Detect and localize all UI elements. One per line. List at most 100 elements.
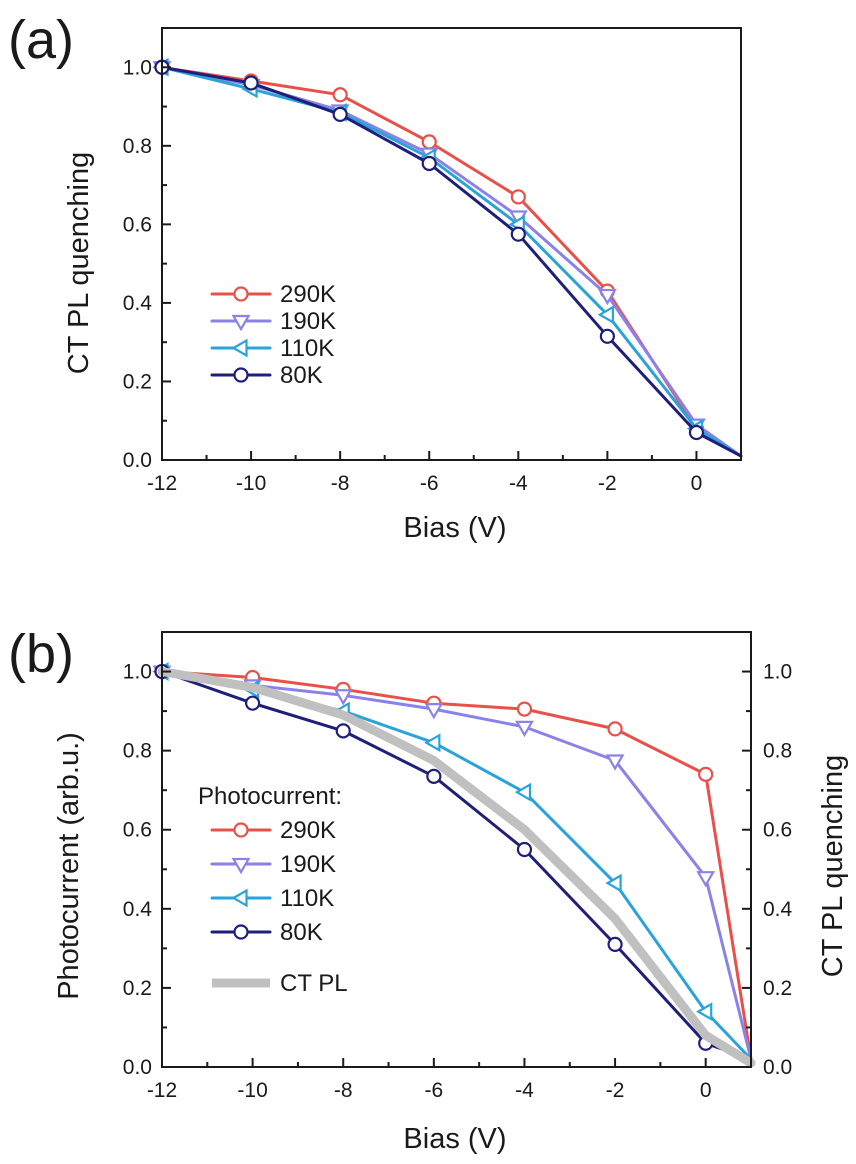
panel-b-y-tick-label: 0.4	[123, 898, 153, 921]
panel-b-legend-label-80k: 80K	[280, 919, 323, 946]
panel-a-plot-area: -12 -10 -8 -6 -4 -2 0 0.0 0.2 0.4 0.6 0.8 1.0	[123, 27, 743, 495]
panel-a-y-axis-title: CT PL quenching	[63, 152, 95, 374]
panel-a-legend-label-80k: 80K	[280, 362, 323, 389]
panel-a-data-point-80k-3	[421, 155, 437, 172]
panel-b-data-point-190k-5	[605, 754, 625, 771]
panel-b-frame	[161, 631, 752, 1068]
panel-a-legend-marker-80k	[233, 367, 249, 383]
panel-b-y-axis-title: Photocurrent (arb.u.)	[53, 732, 85, 1000]
panel-a-data-point-190k-5	[597, 288, 617, 306]
panel-b-x-tick-label: -6	[425, 1079, 444, 1102]
panel-a-y-tick-label: 1.0	[123, 56, 152, 79]
panel-a-label: (a)	[8, 10, 74, 70]
panel-b-x-tick-label: -8	[334, 1079, 353, 1102]
panel-b-series-line-ct-pl	[157, 667, 756, 1068]
panel-a-data-point-80k-5	[599, 328, 615, 344]
panel-b-data-point-80k-1	[245, 695, 261, 711]
panel-a-data-point-80k-6	[688, 424, 705, 441]
panel-a-x-axis-title: Bias (V)	[403, 512, 506, 544]
panel-a-y-tick-label: 0.0	[123, 449, 152, 472]
panel-b-y-tick-label: 1.0	[123, 661, 152, 684]
panel-a-data-point-290k-2	[332, 87, 348, 103]
panel-b-data-point-80k-4	[516, 841, 533, 858]
panel-b-y2-tick-label: 1.0	[763, 661, 792, 684]
panel-a-legend-marker-290k	[233, 286, 249, 302]
panel-b-series-line-80k	[160, 670, 753, 1061]
panel-a-x-tick-label: -8	[331, 472, 350, 495]
panel-b-data-point-110k-3	[424, 733, 441, 753]
panel-a-x-tick-label: -12	[147, 472, 177, 495]
panel-b-legend-label-290k: 290K	[280, 817, 336, 844]
panel-b-data-point-290k-5	[607, 721, 623, 737]
panel-b-legend-title: Photocurrent:	[198, 783, 342, 810]
panel-b-x-tick-label: -12	[147, 1079, 177, 1102]
panel-b-legend-marker-110k	[231, 888, 248, 908]
panel-b-legend-marker-80k	[233, 924, 249, 940]
panel-b-data-point-190k-6	[696, 871, 716, 888]
panel-b-y-tick-label: 0.0	[123, 1056, 152, 1079]
panel-b-series-line-190k	[160, 670, 753, 1061]
panel-a-x-tick-label: -4	[509, 472, 528, 495]
panel-a-y-tick-label: 0.4	[123, 292, 153, 315]
panel-b-data-point-110k-4	[514, 782, 532, 802]
panel-a-series-line-110k	[160, 65, 743, 458]
panel-a-legend-label-290k: 290K	[280, 281, 336, 308]
panel-a-x-tick-label: -10	[236, 472, 266, 495]
panel-b-data-point-80k-2	[335, 723, 351, 739]
panel-a-data-point-290k-4	[510, 189, 526, 205]
panel-a-series-line-290k	[160, 65, 743, 458]
panel-b-y2-tick-label: 0.6	[763, 819, 792, 842]
panel-b-data-point-190k-3	[424, 703, 444, 720]
panel-a-x-tick-label: 0	[691, 472, 703, 495]
panel-a-series-line-190k	[160, 65, 743, 458]
panel-b-data-point-110k-6	[695, 1002, 713, 1022]
panel-b-data-point-80k-3	[426, 768, 442, 784]
panel-b-y-tick-label: 0.6	[123, 819, 152, 842]
panel-b-x-tick-label: -2	[606, 1079, 625, 1102]
panel-a-legend-label-190k: 190K	[280, 308, 336, 335]
panel-b-plot-area: -12 -10 -8 -6 -4 -2 0 0.0 0.0 0.2 0.2 0.4 0.4 0.6 0.6 0…	[123, 631, 793, 1102]
panel-a-series-line-80k	[160, 65, 743, 458]
panel-b-y2-tick-label: 0.8	[763, 740, 792, 763]
panel-a-legend-marker-110k	[231, 338, 248, 358]
panel-b-legend-marker-290k	[233, 822, 249, 838]
panel-b-y-tick-label: 0.8	[123, 740, 152, 763]
panel-b-data-point-290k-4	[516, 701, 533, 717]
panel-a-frame	[161, 27, 742, 461]
panel-b-y2-tick-label: 0.0	[763, 1056, 792, 1079]
panel-b-legend: Photocurrent: 290K 190K 110K 80K CT PL	[198, 783, 348, 997]
panel-b-data-point-110k-5	[605, 873, 622, 893]
panel-a-data-point-80k-1	[243, 75, 259, 91]
panel-a-legend-label-110k: 110K	[280, 335, 334, 362]
panel-b-y-tick-label: 0.2	[123, 977, 152, 1000]
panel-b-data-point-290k-6	[698, 766, 714, 782]
panel-b-data-point-190k-4	[515, 720, 534, 738]
panel-b-y2-tick-label: 0.2	[763, 977, 792, 1000]
panel-b-data-point-190k-2	[333, 689, 353, 706]
panel-b-x-tick-label: 0	[700, 1079, 712, 1102]
panel-b-label: (b)	[8, 624, 74, 684]
panel-b-y2-tick-label: 0.4	[763, 898, 793, 921]
panel-b-data-point-80k-5	[607, 936, 623, 953]
panel-b-x-tick-label: -10	[237, 1079, 267, 1102]
panel-b-legend-label-190k: 190K	[280, 851, 336, 878]
chart-panel-a: (a) CT PL quenching Bias (V) -12 -10 -8 -6-…	[8, 10, 743, 544]
panel-b-legend-label-ct-pl: CT PL	[280, 970, 348, 997]
chart-panel-b: (b) Photocurrent (arb.u.) CT PL quenchin…	[8, 624, 849, 1155]
panel-b-x-axis-title: Bias (V)	[403, 1123, 506, 1155]
panel-a-y-tick-label: 0.2	[123, 370, 152, 393]
panel-a-x-tick-label: -6	[420, 472, 439, 495]
panel-b-legend-marker-190k	[231, 857, 251, 875]
panel-b-series-line-290k	[160, 670, 753, 1061]
panel-a-data-point-110k-5	[597, 305, 614, 325]
panel-a-x-tick-label: -2	[598, 472, 617, 495]
panel-b-x-tick-label: -4	[515, 1079, 534, 1102]
panel-a-y-tick-label: 0.8	[123, 135, 152, 158]
panel-a-data-point-290k-3	[421, 134, 437, 150]
panel-b-legend-label-110k: 110K	[280, 885, 334, 912]
panel-a-y-tick-label: 0.6	[123, 213, 152, 236]
panel-a-legend-marker-190k	[231, 314, 251, 332]
panel-a-data-point-80k-2	[332, 106, 348, 123]
